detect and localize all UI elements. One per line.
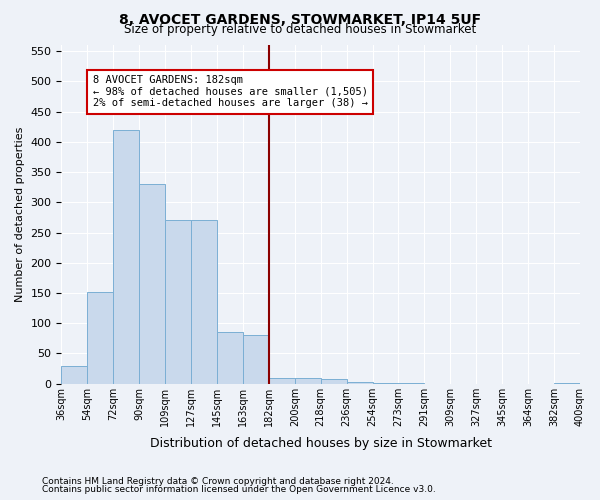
- Bar: [191, 220, 217, 384]
- Bar: [347, 382, 373, 384]
- X-axis label: Distribution of detached houses by size in Stowmarket: Distribution of detached houses by size …: [150, 437, 492, 450]
- Bar: [554, 383, 580, 384]
- Bar: [398, 383, 424, 384]
- Bar: [269, 378, 295, 384]
- Text: Size of property relative to detached houses in Stowmarket: Size of property relative to detached ho…: [124, 22, 476, 36]
- Y-axis label: Number of detached properties: Number of detached properties: [15, 126, 25, 302]
- Bar: [295, 378, 321, 384]
- Bar: [88, 292, 113, 384]
- Text: 8, AVOCET GARDENS, STOWMARKET, IP14 5UF: 8, AVOCET GARDENS, STOWMARKET, IP14 5UF: [119, 12, 481, 26]
- Text: Contains HM Land Registry data © Crown copyright and database right 2024.: Contains HM Land Registry data © Crown c…: [42, 477, 394, 486]
- Bar: [113, 130, 139, 384]
- Text: 8 AVOCET GARDENS: 182sqm
← 98% of detached houses are smaller (1,505)
2% of semi: 8 AVOCET GARDENS: 182sqm ← 98% of detach…: [92, 75, 368, 108]
- Text: Contains public sector information licensed under the Open Government Licence v3: Contains public sector information licen…: [42, 485, 436, 494]
- Bar: [61, 366, 88, 384]
- Bar: [321, 379, 347, 384]
- Bar: [139, 184, 165, 384]
- Bar: [217, 332, 243, 384]
- Bar: [373, 383, 398, 384]
- Bar: [243, 336, 269, 384]
- Bar: [165, 220, 191, 384]
